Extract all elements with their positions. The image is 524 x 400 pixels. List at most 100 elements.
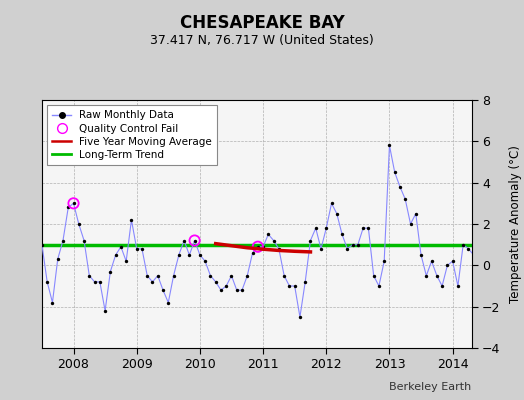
Point <box>328 200 336 206</box>
Point <box>490 279 499 285</box>
Point <box>438 283 446 289</box>
Point <box>159 287 167 293</box>
Point <box>69 200 78 206</box>
Point <box>174 252 183 258</box>
Point <box>206 272 215 279</box>
Point <box>506 314 515 320</box>
Point <box>433 272 441 279</box>
Point <box>238 287 246 293</box>
Point <box>464 246 473 252</box>
Point <box>343 246 352 252</box>
Point <box>6 196 15 202</box>
Point <box>122 258 130 264</box>
Point <box>275 246 283 252</box>
Text: Berkeley Earth: Berkeley Earth <box>389 382 472 392</box>
Point <box>385 142 394 149</box>
Point <box>222 283 231 289</box>
Point <box>348 242 357 248</box>
Point <box>285 283 293 289</box>
Y-axis label: Temperature Anomaly (°C): Temperature Anomaly (°C) <box>509 145 522 303</box>
Point <box>106 268 115 275</box>
Point <box>511 190 520 196</box>
Point <box>390 169 399 176</box>
Point <box>296 314 304 320</box>
Point <box>69 200 78 206</box>
Point <box>459 242 467 248</box>
Point <box>338 231 346 238</box>
Point <box>254 244 262 250</box>
Point <box>290 283 299 289</box>
Point <box>154 272 162 279</box>
Point <box>501 272 509 279</box>
Point <box>354 242 362 248</box>
Point <box>190 237 199 244</box>
Text: 37.417 N, 76.717 W (United States): 37.417 N, 76.717 W (United States) <box>150 34 374 47</box>
Point <box>96 279 104 285</box>
Point <box>333 210 341 217</box>
Point <box>64 204 72 211</box>
Point <box>133 246 141 252</box>
Point <box>143 272 151 279</box>
Point <box>364 225 373 231</box>
Point <box>470 252 478 258</box>
Point <box>38 242 46 248</box>
Point <box>401 196 409 202</box>
Point <box>449 258 457 264</box>
Point <box>80 237 88 244</box>
Point <box>48 299 57 306</box>
Point <box>254 244 262 250</box>
Point <box>417 252 425 258</box>
Point <box>112 252 120 258</box>
Point <box>138 246 146 252</box>
Text: CHESAPEAKE BAY: CHESAPEAKE BAY <box>180 14 344 32</box>
Point <box>148 279 157 285</box>
Point <box>201 258 210 264</box>
Point <box>233 287 241 293</box>
Point <box>190 237 199 244</box>
Point <box>396 184 404 190</box>
Legend: Raw Monthly Data, Quality Control Fail, Five Year Moving Average, Long-Term Tren: Raw Monthly Data, Quality Control Fail, … <box>47 105 217 165</box>
Point <box>475 266 483 273</box>
Point <box>517 231 524 238</box>
Point <box>22 231 30 238</box>
Point <box>117 244 125 250</box>
Point <box>53 256 62 262</box>
Point <box>12 210 20 217</box>
Point <box>32 268 41 275</box>
Point <box>248 250 257 256</box>
Point <box>411 210 420 217</box>
Point <box>185 252 193 258</box>
Point <box>406 221 414 227</box>
Point <box>307 237 315 244</box>
Point <box>243 272 252 279</box>
Point <box>212 279 220 285</box>
Point <box>259 244 267 250</box>
Point <box>164 299 172 306</box>
Point <box>17 246 25 252</box>
Point <box>90 279 99 285</box>
Point <box>485 304 494 310</box>
Point <box>359 225 367 231</box>
Point <box>6 196 15 202</box>
Point <box>85 272 93 279</box>
Point <box>227 272 236 279</box>
Point <box>480 231 488 238</box>
Point <box>454 283 462 289</box>
Point <box>74 221 83 227</box>
Point <box>428 258 436 264</box>
Point <box>59 237 67 244</box>
Point <box>522 242 524 248</box>
Point <box>180 237 188 244</box>
Point <box>280 272 288 279</box>
Point <box>443 262 452 268</box>
Point <box>301 279 309 285</box>
Point <box>317 246 325 252</box>
Point <box>369 272 378 279</box>
Point <box>312 225 320 231</box>
Point <box>43 279 51 285</box>
Point <box>127 217 136 223</box>
Point <box>101 308 110 314</box>
Point <box>422 272 431 279</box>
Point <box>269 237 278 244</box>
Point <box>217 287 225 293</box>
